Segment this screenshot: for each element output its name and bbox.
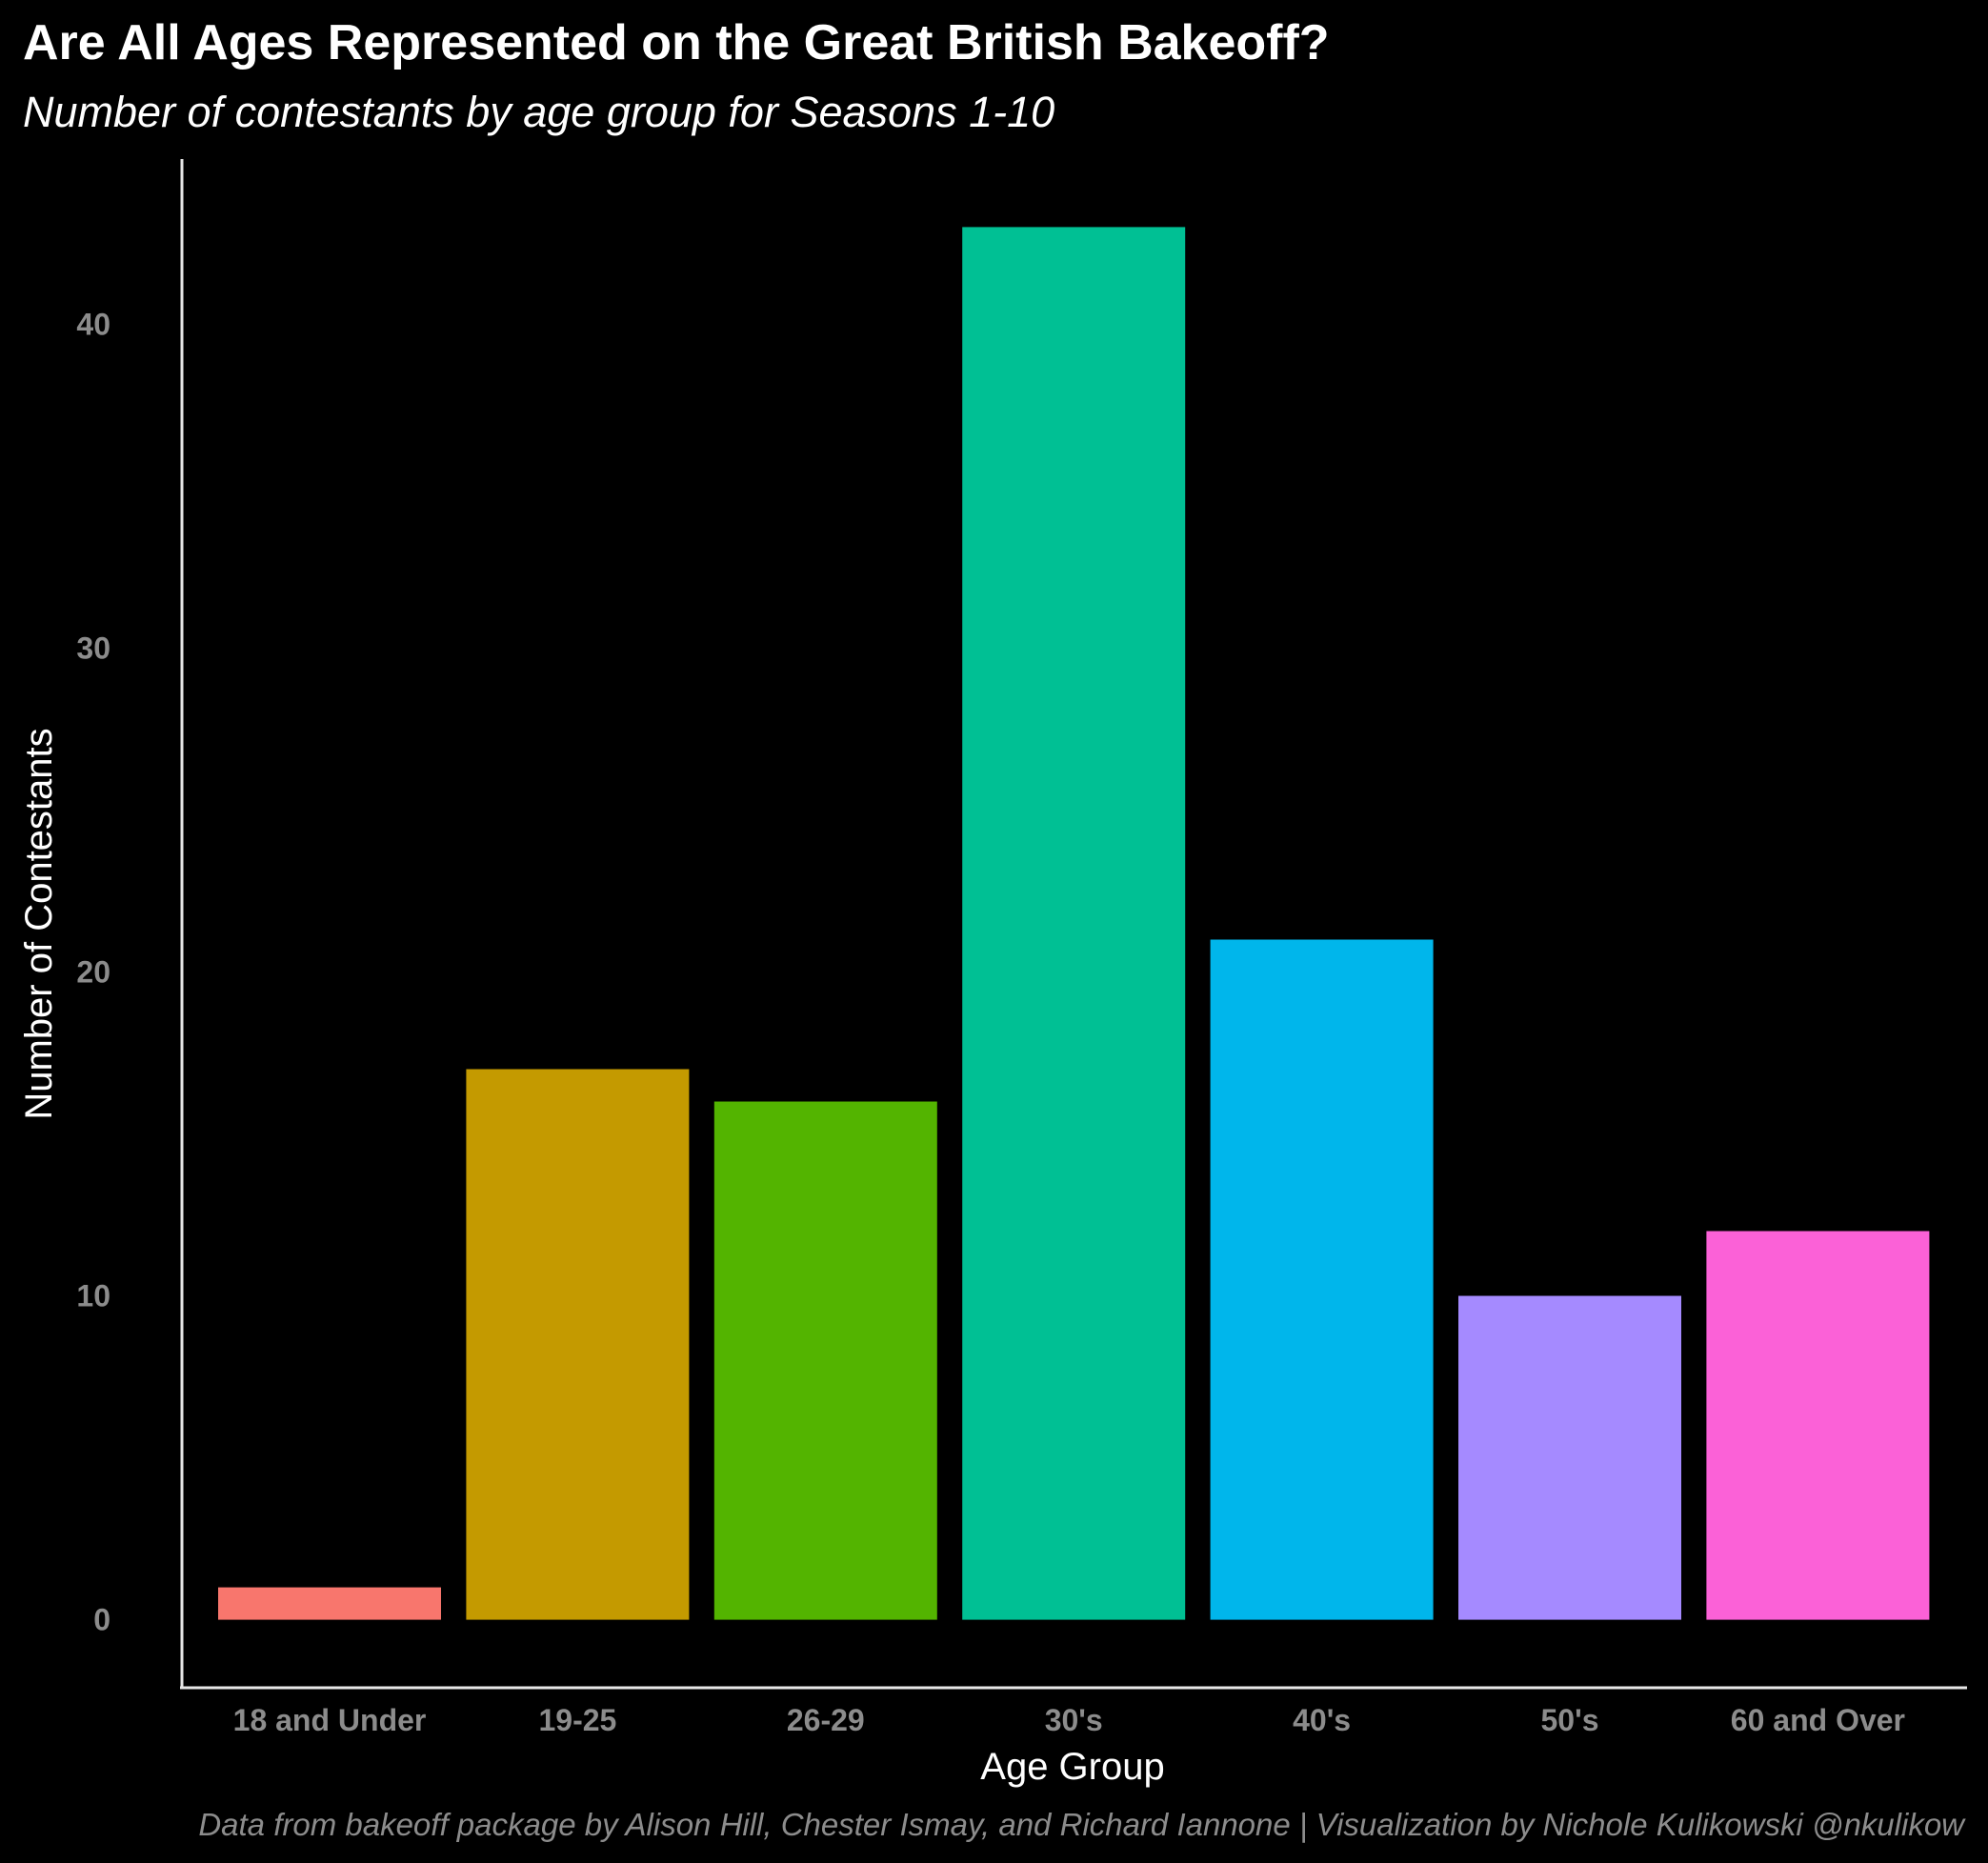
x-axis-ticks: 18 and Under 19-25 26-29 30's 40's 50's 60 and… <box>233 1703 1905 1737</box>
y-axis-title: Number of Contestants <box>18 728 60 1119</box>
bar-1 <box>218 1587 441 1620</box>
y-tick-label: 30 <box>76 631 110 665</box>
x-tick-label: 60 and Over <box>1731 1703 1905 1737</box>
chart-title: Are All Ages Represented on the Great Br… <box>23 15 1330 70</box>
bar-6 <box>1458 1295 1681 1620</box>
y-axis-ticks: 0 10 20 30 40 <box>76 307 110 1636</box>
x-axis-title: Age Group <box>980 1746 1164 1788</box>
caption: Data from bakeoff package by Alison Hill… <box>198 1807 1966 1842</box>
y-tick-label: 20 <box>76 955 110 990</box>
x-tick-label: 40's <box>1293 1703 1351 1737</box>
y-tick-label: 0 <box>93 1603 110 1637</box>
y-tick-label: 40 <box>76 307 110 341</box>
bars <box>218 227 1930 1620</box>
x-tick-label: 50's <box>1541 1703 1599 1737</box>
x-tick-label: 26-29 <box>787 1703 865 1737</box>
chart-subtitle: Number of contestants by age group for S… <box>23 88 1054 136</box>
bar-7 <box>1706 1231 1930 1620</box>
y-tick-label: 10 <box>76 1279 110 1313</box>
x-tick-label: 19-25 <box>538 1703 616 1737</box>
bar-5 <box>1210 939 1434 1620</box>
x-tick-label: 18 and Under <box>233 1703 427 1737</box>
bar-2 <box>466 1069 690 1620</box>
bar-4 <box>962 227 1186 1620</box>
x-tick-label: 30's <box>1045 1703 1103 1737</box>
bar-3 <box>713 1101 937 1620</box>
